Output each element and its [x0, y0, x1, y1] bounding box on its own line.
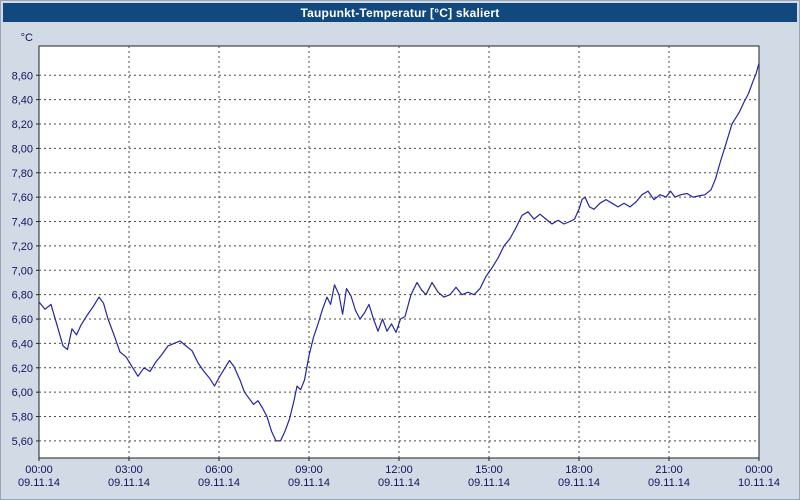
y-tick-label: 8,60: [12, 70, 33, 82]
x-tick-time-label: 06:00: [205, 464, 233, 476]
x-tick-time-label: 15:00: [475, 464, 503, 476]
x-tick-date-label: 09.11.14: [558, 477, 600, 489]
x-tick-time-label: 03:00: [115, 464, 143, 476]
y-tick-label: 7,00: [12, 265, 33, 277]
x-tick-time-label: 12:00: [385, 464, 413, 476]
x-tick-time-label: 18:00: [565, 464, 593, 476]
y-tick-label: 6,40: [12, 338, 33, 350]
x-tick-date-label: 09.11.14: [108, 477, 150, 489]
y-tick-label: 6,00: [12, 387, 33, 399]
y-tick-label: 6,80: [12, 290, 33, 302]
y-tick-label: 7,60: [12, 192, 33, 204]
y-tick-label: 5,60: [12, 436, 33, 448]
x-tick-time-label: 09:00: [295, 464, 323, 476]
y-tick-label: 7,40: [12, 217, 33, 229]
y-axis-unit-label: °C: [21, 32, 33, 44]
x-tick-time-label: 00:00: [25, 464, 53, 476]
y-tick-label: 6,20: [12, 363, 33, 375]
y-tick-label: 7,20: [12, 241, 33, 253]
y-tick-label: 8,20: [12, 119, 33, 131]
x-tick-date-label: 09.11.14: [18, 477, 60, 489]
y-tick-label: 5,80: [12, 412, 33, 424]
window-titlebar: Taupunkt-Temperatur [°C] skaliert: [3, 3, 797, 22]
y-tick-label: 8,40: [12, 95, 33, 107]
x-tick-time-label: 00:00: [745, 464, 773, 476]
x-tick-date-label: 09.11.14: [378, 477, 420, 489]
x-tick-date-label: 09.11.14: [648, 477, 690, 489]
x-tick-date-label: 09.11.14: [198, 477, 240, 489]
x-tick-date-label: 09.11.14: [288, 477, 330, 489]
temperature-line: [38, 62, 760, 442]
x-tick-date-label: 10.11.14: [738, 477, 780, 489]
x-tick-time-label: 21:00: [655, 464, 683, 476]
y-tick-label: 8,00: [12, 143, 33, 155]
x-tick-date-label: 09.11.14: [468, 477, 510, 489]
y-tick-label: 7,80: [12, 168, 33, 180]
y-tick-label: 6,60: [12, 314, 33, 326]
window-title: Taupunkt-Temperatur [°C] skaliert: [300, 5, 500, 20]
